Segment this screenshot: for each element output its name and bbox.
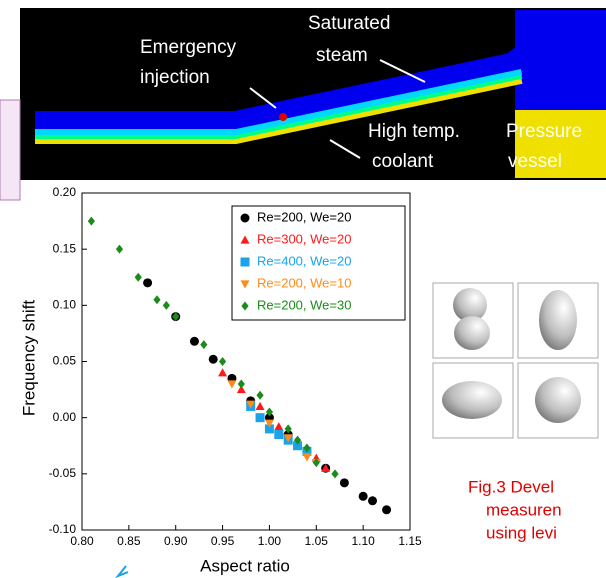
legend-label: Re=200, We=10: [257, 275, 351, 290]
point: [265, 407, 274, 417]
y-tick-label: 0.05: [53, 354, 77, 368]
point: [255, 413, 265, 423]
arrow-glyph: [115, 565, 129, 578]
x-tick-label: 1.05: [305, 534, 329, 548]
legend-label: Re=200, We=30: [257, 297, 351, 312]
x-tick-label: 1.15: [398, 534, 422, 548]
point: [302, 453, 312, 462]
sim-label: High temp.: [368, 121, 460, 142]
point: [153, 295, 161, 305]
point: [293, 441, 303, 451]
point: [283, 434, 293, 443]
x-tick-label: 0.80: [70, 534, 94, 548]
point: [172, 312, 180, 322]
x-tick-label: 1.10: [351, 534, 375, 548]
y-tick-label: -0.10: [49, 522, 77, 536]
caption-line: using levi: [486, 523, 557, 542]
caption-line: measuren: [486, 500, 562, 519]
y-axis-label: Frequency shift: [19, 300, 38, 416]
x-tick-label: 0.95: [211, 534, 235, 548]
point: [321, 463, 331, 472]
x-tick-label: 1.00: [258, 534, 282, 548]
point: [264, 424, 274, 434]
sim-label: injection: [140, 67, 210, 88]
sim-label: Emergency: [140, 37, 237, 58]
legend-marker: [240, 213, 250, 223]
point: [382, 505, 392, 515]
point: [264, 419, 274, 428]
point: [255, 401, 265, 411]
point: [236, 385, 246, 394]
legend-marker: [240, 257, 250, 267]
point: [218, 368, 228, 377]
y-tick-label: 0.20: [53, 185, 77, 199]
legend-box: [231, 205, 406, 321]
side-box: [0, 99, 21, 201]
point: [162, 300, 170, 310]
point: [208, 354, 218, 364]
point: [256, 390, 264, 400]
point: [237, 379, 245, 389]
point: [134, 272, 142, 282]
point: [143, 278, 153, 288]
point: [358, 491, 368, 501]
legend-marker: [241, 301, 249, 311]
point: [274, 422, 284, 431]
legend-label: Re=400, We=20: [257, 253, 351, 268]
legend-marker: [240, 235, 250, 244]
y-tick-label: -0.05: [49, 466, 77, 480]
legend-marker: [240, 280, 250, 289]
point: [293, 435, 302, 445]
point: [87, 216, 95, 226]
point: [246, 400, 256, 409]
sim-label: vessel: [508, 151, 562, 172]
pipe: [35, 10, 606, 178]
caption: Fig.3 Devel measuren using levi: [468, 477, 562, 542]
y-tick-label: 0.15: [53, 241, 77, 255]
sim-label: coolant: [372, 151, 434, 172]
point: [274, 430, 284, 440]
simulation-image: [20, 8, 606, 180]
x-axis-label: Aspect ratio: [200, 556, 290, 575]
x-tick-label: 0.90: [164, 534, 188, 548]
point: [331, 469, 339, 479]
point: [227, 380, 237, 389]
point: [303, 443, 311, 453]
point: [189, 336, 199, 346]
point: [115, 244, 124, 254]
sim-label: steam: [316, 45, 368, 66]
legend-label: Re=200, We=20: [257, 209, 351, 224]
point: [312, 458, 320, 468]
y-tick-label: 0.10: [53, 298, 77, 312]
x-tick-label: 0.85: [117, 534, 141, 548]
point: [368, 496, 378, 506]
point: [218, 357, 227, 366]
sim-label: Saturated: [308, 13, 390, 34]
legend-label: Re=300, We=20: [257, 231, 351, 246]
sim-label: Pressure: [506, 121, 582, 142]
caption-line: Fig.3 Devel: [468, 477, 554, 496]
point: [200, 340, 208, 350]
point: [284, 424, 292, 434]
point: [339, 478, 349, 488]
droplets: [442, 288, 581, 423]
y-tick-label: 0.00: [53, 410, 77, 424]
